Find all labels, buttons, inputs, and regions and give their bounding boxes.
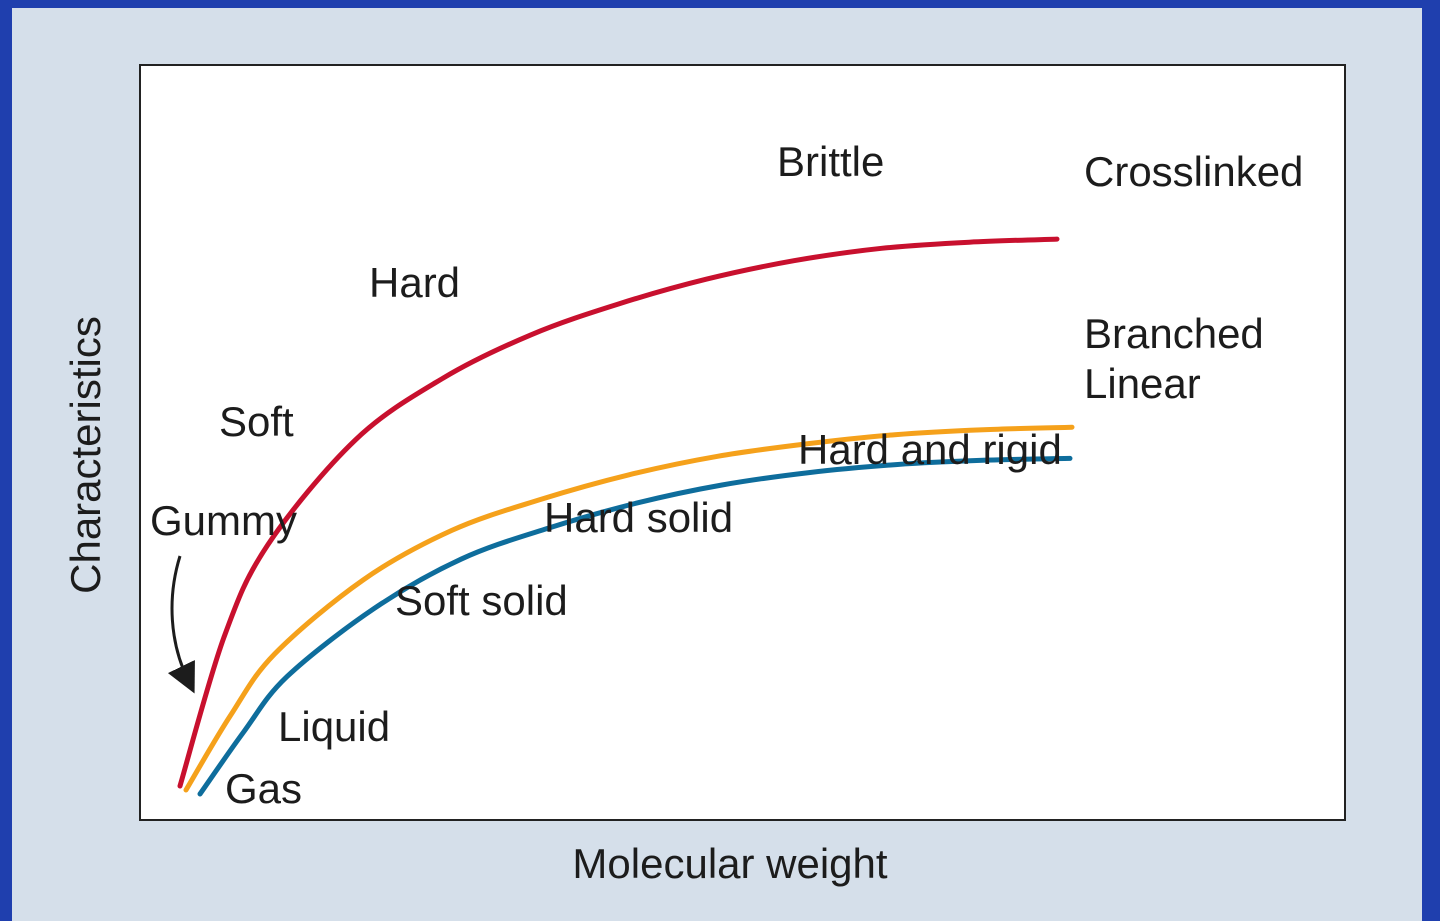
series-label-crosslinked: Crosslinked [1084, 148, 1303, 195]
annotation-soft-solid: Soft solid [395, 577, 568, 624]
series-label-branched: Branched [1084, 310, 1264, 357]
series-label-linear: Linear [1084, 360, 1201, 407]
series-layer [177, 236, 1075, 797]
plot-area [139, 64, 1346, 821]
annotation-hard-and-rigid: Hard and rigid [798, 426, 1062, 473]
chart-svg: Crosslinked Branched Linear Brittle Hard… [62, 64, 1346, 887]
x-axis-label: Molecular weight [572, 840, 887, 887]
chart-frame: Crosslinked Branched Linear Brittle Hard… [12, 8, 1422, 921]
annotation-soft: Soft [219, 398, 294, 445]
series-line-crosslinked [177, 236, 1060, 789]
series-line-linear [197, 455, 1073, 797]
annotation-liquid: Liquid [278, 703, 390, 750]
y-axis-label: Characteristics [62, 316, 109, 594]
annotation-gas: Gas [225, 765, 302, 812]
annotation-hard: Hard [369, 259, 460, 306]
annotation-brittle: Brittle [777, 138, 884, 185]
gummy-arrow [167, 555, 195, 694]
annotation-gummy: Gummy [150, 497, 297, 544]
annotation-hard-solid: Hard solid [544, 494, 733, 541]
series-line-branched [183, 424, 1075, 793]
